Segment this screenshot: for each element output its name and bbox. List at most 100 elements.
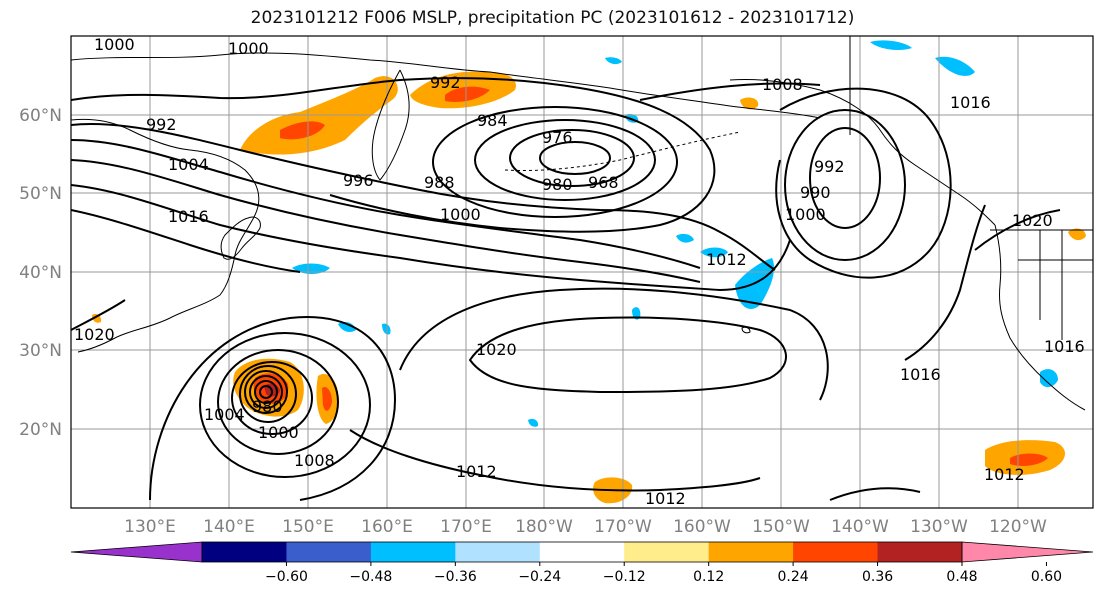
isobar-label: 1016: [1044, 337, 1085, 356]
isobar-label: 1016: [900, 365, 941, 384]
isobar-typhoon-1012: [149, 316, 397, 501]
colorbar-bin: [877, 542, 963, 562]
isobar-label: 992: [814, 157, 845, 176]
longitude-labels: 130°E 140°E 150°E 160°E 170°E 180°W 170°…: [124, 517, 1047, 537]
isobar-1012-south: [349, 429, 761, 492]
colorbar-bin: [286, 542, 372, 562]
precip-area-okhotsk-core: [280, 121, 325, 140]
isobar-label: 980: [542, 175, 573, 194]
isobar-label: 1008: [762, 75, 803, 94]
lat-label: 40°N: [19, 263, 62, 283]
isobar-1004: [71, 139, 701, 269]
isobar-1020-west: [71, 299, 126, 331]
isobar-label: 1004: [204, 405, 245, 424]
isobar-label: 1000: [440, 205, 481, 224]
isobar-label: 984: [477, 111, 508, 130]
precip-neg-pacific-6: [605, 57, 622, 65]
precip-neg-bc: [1040, 369, 1058, 388]
isobar-typhoon-3: [249, 375, 283, 409]
precip-neg-pacific-8: [528, 418, 539, 427]
isobar-label: 1016: [168, 207, 209, 226]
isobar-label: 1008: [294, 451, 335, 470]
colorbar-tick-label: 0.24: [778, 569, 809, 585]
isobar-label: 1000: [94, 35, 135, 54]
isobar-label: 990: [800, 183, 831, 202]
precip-area-alaska: [740, 97, 759, 110]
precip-area-typhoon-east-core: [322, 386, 332, 411]
isobar-1016-west: [71, 209, 301, 273]
colorbar-extend-max: [961, 541, 1094, 563]
isobar-label: 1012: [645, 489, 686, 508]
coastlines: [71, 36, 1093, 411]
map-frame: [70, 35, 1094, 509]
colorbar-bin: [370, 542, 456, 562]
coastline-aleutians: [504, 131, 741, 172]
isobar-low-984: [432, 106, 678, 218]
precip-neg-gulf-alaska-2: [700, 247, 728, 258]
border-states: [1018, 230, 1093, 340]
mslp-isobars: [71, 77, 1061, 501]
isobar-label: 1020: [74, 325, 115, 344]
colorbar-bin: [455, 542, 541, 562]
isobar-label: 1004: [168, 155, 209, 174]
lon-label: 170°W: [594, 517, 652, 537]
lat-label: 50°N: [19, 184, 62, 204]
colorbar-tick-label: −0.12: [603, 569, 646, 585]
lat-label: 30°N: [19, 341, 62, 361]
isobar-label: 1016: [950, 93, 991, 112]
isobar-1012-south-east: [829, 487, 921, 501]
isobar-gulf-low-1000: [775, 87, 952, 279]
isobar-gulf-low-984: [809, 127, 881, 229]
isobar-label: 1012: [456, 462, 497, 481]
map-title: 2023101212 F006 MSLP, precipitation PC (…: [250, 8, 855, 28]
colorbar-outline: [201, 541, 963, 563]
precip-neg-pacific-2: [338, 322, 356, 332]
isobar-1016-high: [399, 287, 829, 401]
precip-neg-pacific-4: [632, 307, 641, 320]
lon-label: 140°W: [831, 517, 889, 537]
isobar-1016-east: [904, 204, 986, 361]
colorbar-bin: [624, 542, 710, 562]
colorbar-tick-label: −0.24: [518, 569, 561, 585]
lon-label: 180°W: [515, 517, 573, 537]
isobar-label: 992: [146, 115, 177, 134]
isobar-label: 988: [424, 173, 455, 192]
colorbar: −0.60 −0.48 −0.36 −0.24 −0.12 0.12 0.24 0.36 0.4…: [70, 541, 1094, 585]
isobar-label: 1020: [476, 340, 517, 359]
isobar-label: 1020: [1012, 211, 1053, 230]
colorbar-tick-label: 0.12: [693, 569, 724, 585]
precip-neg-arctic-1: [935, 56, 975, 76]
colorbar-tick-label: −0.60: [265, 569, 308, 585]
lat-label: 60°N: [19, 106, 62, 126]
precip-neg-arctic-2: [870, 40, 912, 50]
isobar-1008-north: [71, 159, 701, 283]
precip-area-ep2-core: [1010, 453, 1048, 466]
isobar-typhoon-1: [259, 385, 273, 399]
isobar-low-976: [474, 119, 656, 201]
isobar-typhoon-4: [244, 370, 288, 414]
lon-label: 170°E: [440, 517, 492, 537]
lon-label: 140°E: [203, 517, 255, 537]
lon-label: 160°E: [361, 517, 413, 537]
coastline-kamchatka: [371, 69, 410, 181]
precip-neg-pacific-5: [676, 233, 694, 243]
isobar-label: 1012: [984, 465, 1025, 484]
isobar-label: 968: [588, 173, 619, 192]
latitude-labels: 60°N 50°N 40°N 30°N 20°N: [19, 106, 62, 440]
isobar-typhoon-6: [231, 361, 313, 435]
lon-label: 130°W: [910, 517, 968, 537]
colorbar-bin: [793, 542, 879, 562]
precip-neg-pacific-3: [382, 323, 391, 335]
lon-label: 150°E: [282, 517, 334, 537]
isobar-1020-east: [974, 209, 1061, 251]
colorbar-tick-label: 0.60: [1031, 569, 1062, 585]
isobar-label: 1012: [706, 250, 747, 269]
isobar-typhoon-1008: [199, 332, 371, 478]
colorbar-tick-label: 0.48: [946, 569, 977, 585]
isobar-992-north: [71, 77, 716, 233]
isobar-1020-high: [468, 316, 787, 394]
coastline-siberia: [71, 52, 821, 119]
isobar-typhoon-5: [239, 365, 297, 423]
isobar-labels: 1000 1000 992 992 984 976 968 980 996 98…: [74, 35, 1085, 508]
